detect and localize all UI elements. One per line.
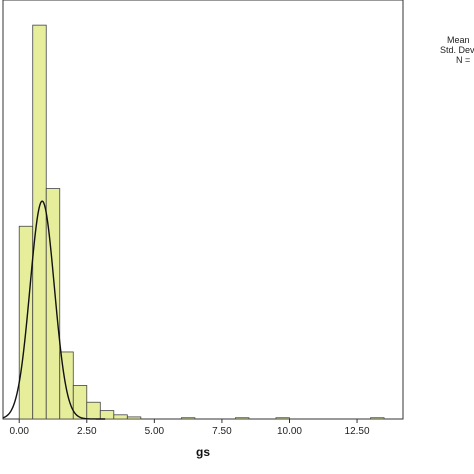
plot-frame <box>2 0 404 420</box>
histogram-bar-6 <box>99 410 115 420</box>
x-tick-label-3: 7.50 <box>212 426 232 437</box>
x-tick-label-1: 2.50 <box>77 426 97 437</box>
x-axis-title: gs <box>196 445 210 459</box>
stat-mean-label: Mean <box>447 35 470 45</box>
histogram-bar-11 <box>275 417 290 420</box>
normal-curve <box>2 200 106 420</box>
histogram-bar-2 <box>45 188 61 420</box>
x-tick-label-0: 0.00 <box>9 426 29 437</box>
histogram-bar-9 <box>180 417 196 420</box>
x-axis: 0.00 2.50 5.00 7.50 10.00 12.50 <box>9 419 370 437</box>
histogram-bar-12 <box>370 417 385 420</box>
histogram-bar-1 <box>32 24 47 420</box>
histogram-bar-5 <box>86 401 101 420</box>
x-tick-label-2: 5.00 <box>145 426 165 437</box>
stat-sd-label: Std. Dev <box>440 45 474 55</box>
histogram-bar-10 <box>235 417 250 420</box>
histogram-bar-7 <box>113 414 128 420</box>
stat-n-label: N = <box>456 55 471 65</box>
x-tick-label-5: 12.50 <box>345 426 370 437</box>
histogram-bar-8 <box>126 416 142 420</box>
x-tick-label-4: 10.00 <box>277 426 302 437</box>
